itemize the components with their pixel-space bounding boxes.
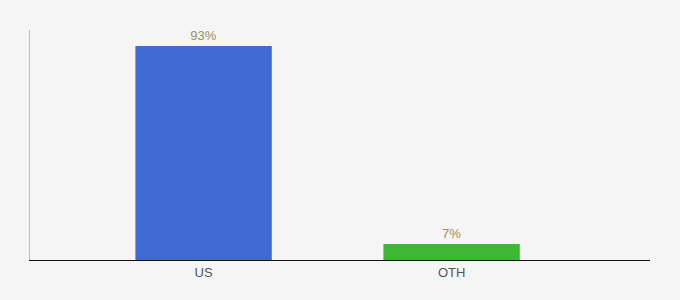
svg-text:7%: 7% bbox=[442, 226, 461, 241]
svg-text:US: US bbox=[195, 265, 213, 280]
svg-text:OTH: OTH bbox=[438, 265, 465, 280]
svg-text:93%: 93% bbox=[190, 28, 216, 43]
